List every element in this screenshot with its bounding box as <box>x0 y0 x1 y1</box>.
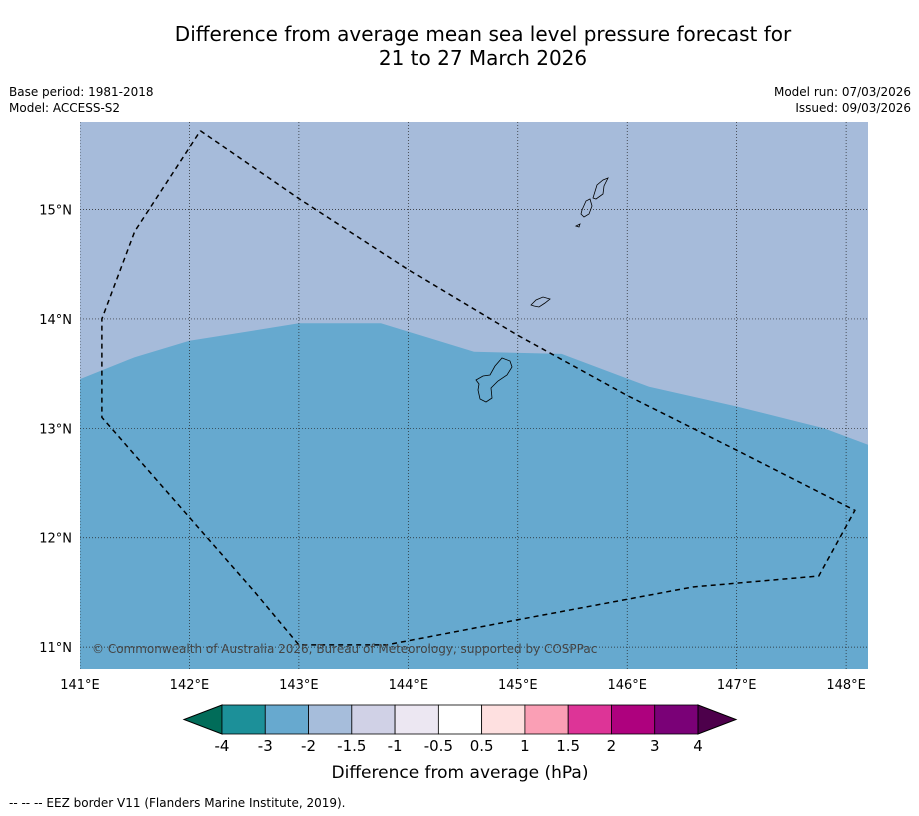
lon-tick-label: 145°E <box>498 678 538 693</box>
colorbar-tick-label: 3 <box>650 737 660 755</box>
meta-left: Base period: 1981-2018 Model: ACCESS-S2 <box>9 84 154 116</box>
lat-tick-label: 15°N <box>39 204 72 219</box>
lon-tick-label: 141°E <box>60 678 100 693</box>
colorbar-segment <box>524 704 569 735</box>
colorbar-tick-label: -0.5 <box>424 737 453 755</box>
colorbar-tick-label: -1 <box>388 737 403 755</box>
lon-tick-label: 148°E <box>826 678 866 693</box>
issued-date: Issued: 09/03/2026 <box>795 101 911 115</box>
colorbar-segment <box>611 704 656 735</box>
lon-tick-label: 142°E <box>170 678 210 693</box>
model-name: Model: ACCESS-S2 <box>9 101 121 115</box>
island-aguijan <box>574 223 581 228</box>
colorbar-segment <box>264 704 309 735</box>
island-guam <box>475 357 513 403</box>
colorbar-segment <box>437 704 483 735</box>
colorbar-segment <box>221 704 266 735</box>
colorbar-tick-label: -4 <box>215 737 230 755</box>
colorbar-tick-label: 1 <box>520 737 530 755</box>
title-line-2: 21 to 27 March 2026 <box>378 46 588 70</box>
colorbar: -4 -3 -2 -1.5 -1 -0.5 0.5 1 1.5 2 3 4 Difference fr… <box>182 704 738 783</box>
colorbar-extend-low <box>182 704 223 735</box>
colorbar-tick-label: 0.5 <box>470 737 494 755</box>
colorbar-label: Difference from average (hPa) <box>332 763 589 783</box>
colorbar-extend-high <box>697 704 738 735</box>
colorbar-segment <box>351 704 396 735</box>
lat-tick-label: 13°N <box>39 422 72 437</box>
eez-border <box>101 130 856 646</box>
colorbar-segment <box>481 704 526 735</box>
longitude-tick-labels: 141°E 142°E 143°E 144°E 145°E 146°E 147°E 148°E <box>60 678 866 693</box>
copyright-text: © Commonwealth of Australia 2026, Bureau… <box>92 642 597 656</box>
map-gridlines <box>80 122 868 669</box>
lon-tick-label: 143°E <box>279 678 319 693</box>
lon-tick-label: 146°E <box>607 678 647 693</box>
island-saipan <box>592 177 609 200</box>
colorbar-segment <box>567 704 612 735</box>
latitude-tick-labels: 11°N 12°N 13°N 14°N 15°N <box>39 204 72 657</box>
colorbar-tick-label: 2 <box>607 737 617 755</box>
colorbar-tick-label: 4 <box>693 737 703 755</box>
base-period: Base period: 1981-2018 <box>9 85 154 99</box>
lat-tick-label: 11°N <box>39 641 72 656</box>
colorbar-tick-label: -3 <box>258 737 273 755</box>
title-line-1: Difference from average mean sea level p… <box>174 22 792 46</box>
colorbar-segment <box>308 704 353 735</box>
colorbar-segment <box>654 704 699 735</box>
eez-footnote: -- -- -- EEZ border V11 (Flanders Marine… <box>9 796 346 810</box>
pressure-band-south <box>80 323 868 669</box>
colorbar-tick-label: -1.5 <box>337 737 366 755</box>
island-tinian <box>580 198 593 218</box>
chart-title: Difference from average mean sea level p… <box>0 22 919 70</box>
islands <box>475 177 609 403</box>
meta-right: Model run: 07/03/2026 Issued: 09/03/2026 <box>774 84 911 116</box>
colorbar-tick-label: 1.5 <box>556 737 580 755</box>
colorbar-segment <box>394 704 439 735</box>
model-run: Model run: 07/03/2026 <box>773 85 911 99</box>
colorbar-tick-label: -2 <box>301 737 316 755</box>
lat-tick-label: 12°N <box>39 532 72 547</box>
lat-tick-label: 14°N <box>39 313 72 328</box>
lon-tick-label: 147°E <box>717 678 757 693</box>
island-rota <box>530 296 551 308</box>
lon-tick-label: 144°E <box>389 678 429 693</box>
